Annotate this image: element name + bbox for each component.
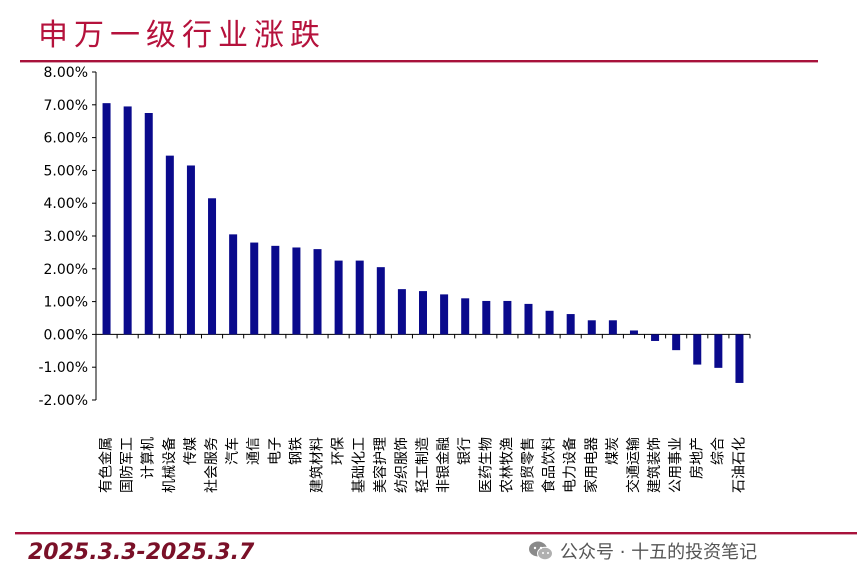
bar <box>608 320 617 335</box>
x-tick-label: 纺织服饰 <box>394 437 410 493</box>
bar-chart: 8.00% 7.00% 6.00% 5.00% 4.00% 3.00% 2.00% 1.00%… <box>38 65 751 493</box>
bar <box>440 294 449 335</box>
footer-divider <box>15 532 857 535</box>
wechat-icon <box>529 541 553 561</box>
bar <box>334 260 343 335</box>
bar <box>397 289 406 335</box>
bar <box>271 245 280 335</box>
bar <box>735 334 744 383</box>
y-tick-label: 8.00% <box>44 65 88 81</box>
chart-title: 申万一级行业涨跌 <box>38 18 326 53</box>
x-tick-label: 国防军工 <box>120 437 136 493</box>
x-tick-label: 基础化工 <box>351 437 368 493</box>
bar <box>714 334 723 368</box>
x-tick-label: 农林牧渔 <box>499 437 515 493</box>
y-tick-label: 4.00% <box>44 196 88 212</box>
date-range: 2025.3.3-2025.3.7 <box>28 540 255 565</box>
bar <box>355 260 364 335</box>
y-tick-label: -2.00% <box>38 393 88 409</box>
bar <box>566 314 575 335</box>
x-tick-label: 通信 <box>246 437 262 465</box>
title-divider <box>20 60 818 63</box>
x-tick-label: 建筑装饰 <box>647 437 663 493</box>
bar <box>186 165 195 335</box>
watermark: 公众号 · 十五的投资笔记 <box>528 538 757 564</box>
x-tick-label: 社会服务 <box>204 437 220 493</box>
x-tick-label: 钢铁 <box>288 437 304 465</box>
x-tick-label: 煤炭 <box>605 437 621 465</box>
x-tick-label: 计算机 <box>141 437 157 479</box>
y-tick-label: 2.00% <box>44 262 88 278</box>
bar <box>693 334 702 365</box>
bar <box>524 303 533 335</box>
bar <box>313 249 322 335</box>
x-tick-label: 食品饮料 <box>541 437 558 493</box>
bar <box>165 155 174 335</box>
y-tick-label: 7.00% <box>44 98 88 114</box>
y-tick-label: 1.00% <box>44 295 88 311</box>
bar <box>482 300 491 335</box>
bar <box>229 234 238 335</box>
bar <box>545 310 554 335</box>
bar <box>250 242 259 335</box>
x-tick-label: 轻工制造 <box>415 437 431 493</box>
x-tick-label: 石油石化 <box>731 437 747 493</box>
x-tick-label: 环保 <box>331 437 347 465</box>
bar <box>376 267 385 335</box>
bar <box>419 291 427 335</box>
y-tick-label: -1.00% <box>38 360 88 376</box>
y-tick-label: 3.00% <box>44 229 88 245</box>
x-tick-label: 银行 <box>457 437 473 465</box>
bar <box>461 298 470 335</box>
bar <box>208 198 217 335</box>
x-tick-label: 电子 <box>267 437 283 465</box>
x-tick-label: 美容护理 <box>372 437 389 493</box>
x-tick-label: 有色金属 <box>98 437 115 493</box>
bar <box>503 300 512 335</box>
x-tick-label: 家用电器 <box>583 437 600 493</box>
x-tick-label: 交通运输 <box>625 437 642 493</box>
x-tick-label: 非银金融 <box>436 437 452 493</box>
x-tick-label: 电力设备 <box>562 437 579 493</box>
x-tick-label: 医药生物 <box>478 437 494 493</box>
bar <box>102 103 111 335</box>
bar <box>123 106 132 335</box>
x-tick-label: 综合 <box>710 437 726 465</box>
bar <box>144 113 153 335</box>
x-tick-label: 公用事业 <box>668 437 684 493</box>
x-tick-label: 房地产 <box>689 437 705 479</box>
bar <box>587 320 596 335</box>
y-tick-label: 6.00% <box>44 131 88 147</box>
bar <box>672 334 681 351</box>
x-tick-label: 传媒 <box>183 437 199 465</box>
y-tick-label: 5.00% <box>44 163 88 179</box>
watermark-text: 公众号 · 十五的投资笔记 <box>560 542 758 563</box>
bar <box>292 247 301 335</box>
x-tick-label: 机械设备 <box>161 437 178 493</box>
x-tick-label: 建筑材料 <box>310 437 326 493</box>
x-tick-label: 汽车 <box>224 437 241 465</box>
bar <box>651 334 660 341</box>
bar <box>629 330 638 335</box>
y-tick-label: 0.00% <box>44 327 88 343</box>
x-tick-label: 商贸零售 <box>520 437 536 493</box>
